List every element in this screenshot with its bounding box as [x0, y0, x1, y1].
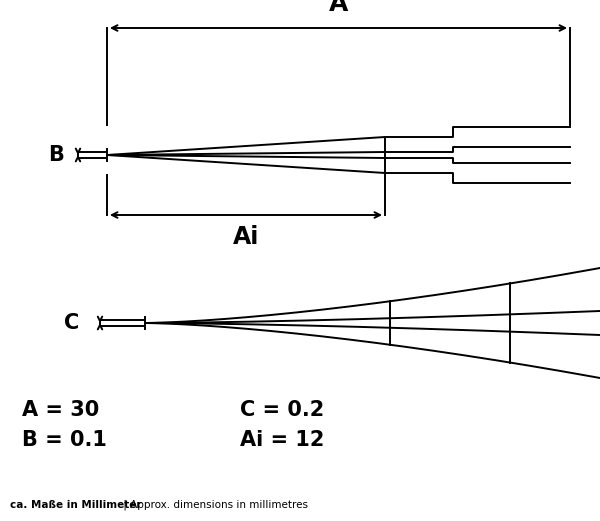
- Text: C: C: [64, 313, 80, 333]
- Text: B: B: [48, 145, 64, 165]
- Text: Ai = 12: Ai = 12: [240, 430, 325, 450]
- Text: B = 0.1: B = 0.1: [22, 430, 107, 450]
- Text: C = 0.2: C = 0.2: [240, 400, 324, 420]
- Text: Ai: Ai: [233, 225, 259, 249]
- Text: A: A: [329, 0, 348, 16]
- Text: ca. Maße in Millimeter | Approx. dimensions in millimetres: ca. Maße in Millimeter | Approx. dimensi…: [10, 500, 313, 511]
- Text: ca. Maße in Millimeter: ca. Maße in Millimeter: [10, 500, 142, 510]
- Text: A = 30: A = 30: [22, 400, 99, 420]
- Text: | Approx. dimensions in millimetres: | Approx. dimensions in millimetres: [120, 500, 308, 511]
